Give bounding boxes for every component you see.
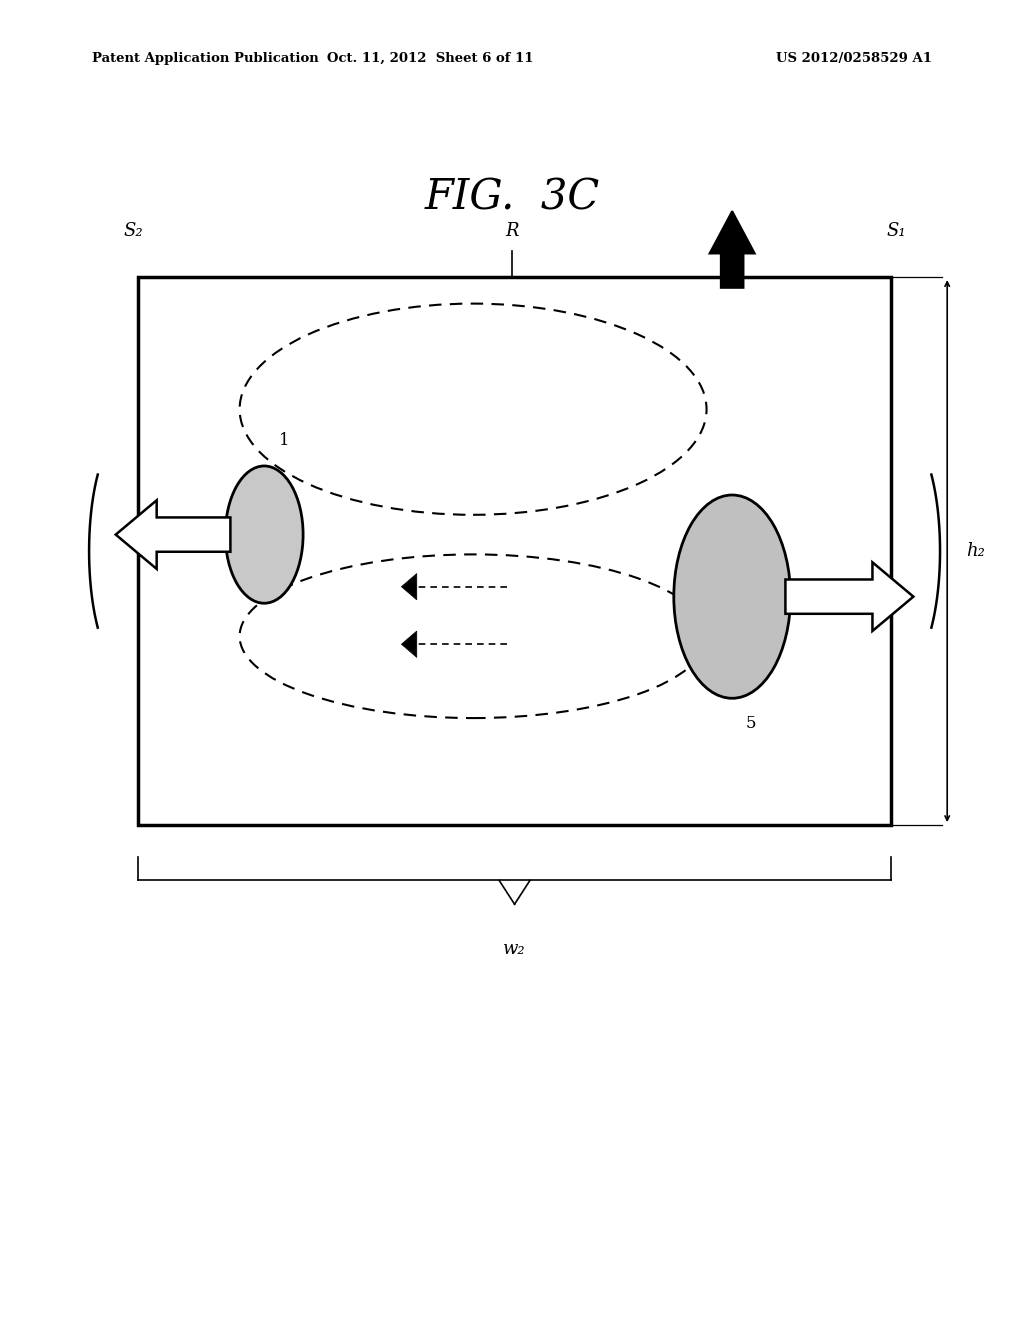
- Polygon shape: [116, 500, 230, 569]
- Text: R: R: [505, 222, 519, 240]
- Text: S₂: S₂: [123, 222, 143, 240]
- Polygon shape: [785, 562, 913, 631]
- Text: Patent Application Publication: Patent Application Publication: [92, 51, 318, 65]
- Text: Oct. 11, 2012  Sheet 6 of 11: Oct. 11, 2012 Sheet 6 of 11: [327, 51, 534, 65]
- Text: 5: 5: [745, 715, 756, 733]
- Text: FIG.  3C: FIG. 3C: [424, 177, 600, 219]
- Text: w₂: w₂: [503, 940, 526, 958]
- Bar: [138, 277, 891, 825]
- Polygon shape: [401, 573, 417, 599]
- Text: 1: 1: [280, 432, 290, 449]
- Polygon shape: [710, 211, 755, 288]
- Text: US 2012/0258529 A1: US 2012/0258529 A1: [776, 51, 932, 65]
- Ellipse shape: [674, 495, 791, 698]
- Polygon shape: [401, 631, 417, 657]
- Ellipse shape: [225, 466, 303, 603]
- Text: S₁: S₁: [886, 222, 906, 240]
- Text: h₂: h₂: [966, 543, 984, 560]
